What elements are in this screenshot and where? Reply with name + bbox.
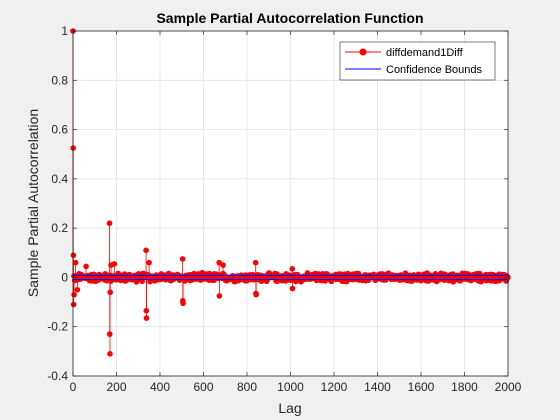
legend: diffdemand1Diff Confidence Bounds — [340, 42, 495, 80]
y-tick-label: -0.4 — [47, 369, 68, 383]
y-tick-label: 0 — [61, 270, 68, 284]
y-tick-label: 0.8 — [51, 73, 68, 87]
y-axis-label: Sample Partial Autocorrelation — [25, 109, 41, 297]
pacf-point — [144, 315, 150, 321]
x-tick-label: 1000 — [277, 380, 304, 394]
legend-pacf-label: diffdemand1Diff — [386, 47, 464, 59]
y-tick-label: -0.2 — [47, 320, 68, 334]
x-tick-label: 200 — [106, 380, 126, 394]
pacf-point — [71, 292, 77, 298]
legend-pacf-marker — [360, 49, 367, 56]
pacf-point — [83, 264, 89, 270]
y-tick-label: 0.2 — [51, 221, 68, 235]
pacf-point — [290, 286, 296, 292]
pacf-point — [107, 331, 113, 337]
x-tick-label: 600 — [193, 380, 213, 394]
pacf-point — [146, 260, 152, 266]
pacf-point — [107, 289, 113, 295]
legend-bounds-label: Confidence Bounds — [386, 64, 483, 76]
chart-title: Sample Partial Autocorrelation Function — [156, 10, 423, 26]
pacf-point — [71, 302, 77, 308]
pacf-point — [289, 266, 295, 272]
pacf-point — [180, 256, 186, 262]
pacf-point — [73, 260, 79, 266]
pacf-point — [71, 252, 77, 258]
pacf-point — [107, 220, 113, 226]
pacf-point — [220, 262, 226, 268]
pacf-point — [143, 308, 149, 314]
pacf-point — [180, 301, 186, 307]
x-tick-label: 1600 — [408, 380, 435, 394]
pacf-point — [143, 248, 149, 254]
pacf-point — [75, 287, 81, 293]
pacf-point — [253, 260, 259, 266]
pacf-point — [107, 351, 113, 357]
pacf-point — [253, 292, 259, 298]
x-tick-label: 2000 — [495, 380, 522, 394]
x-tick-label: 1400 — [364, 380, 391, 394]
x-tick-label: 1800 — [451, 380, 478, 394]
pacf-point — [112, 261, 118, 267]
y-tick-label: 0.6 — [51, 123, 68, 137]
x-tick-label: 800 — [237, 380, 257, 394]
y-tick-label: 1 — [61, 24, 68, 38]
pacf-point — [217, 293, 223, 299]
x-tick-label: 0 — [70, 380, 77, 394]
x-axis-label: Lag — [278, 400, 301, 416]
x-tick-label: 400 — [150, 380, 170, 394]
x-tick-label: 1200 — [321, 380, 348, 394]
y-tick-label: 0.4 — [51, 172, 68, 186]
